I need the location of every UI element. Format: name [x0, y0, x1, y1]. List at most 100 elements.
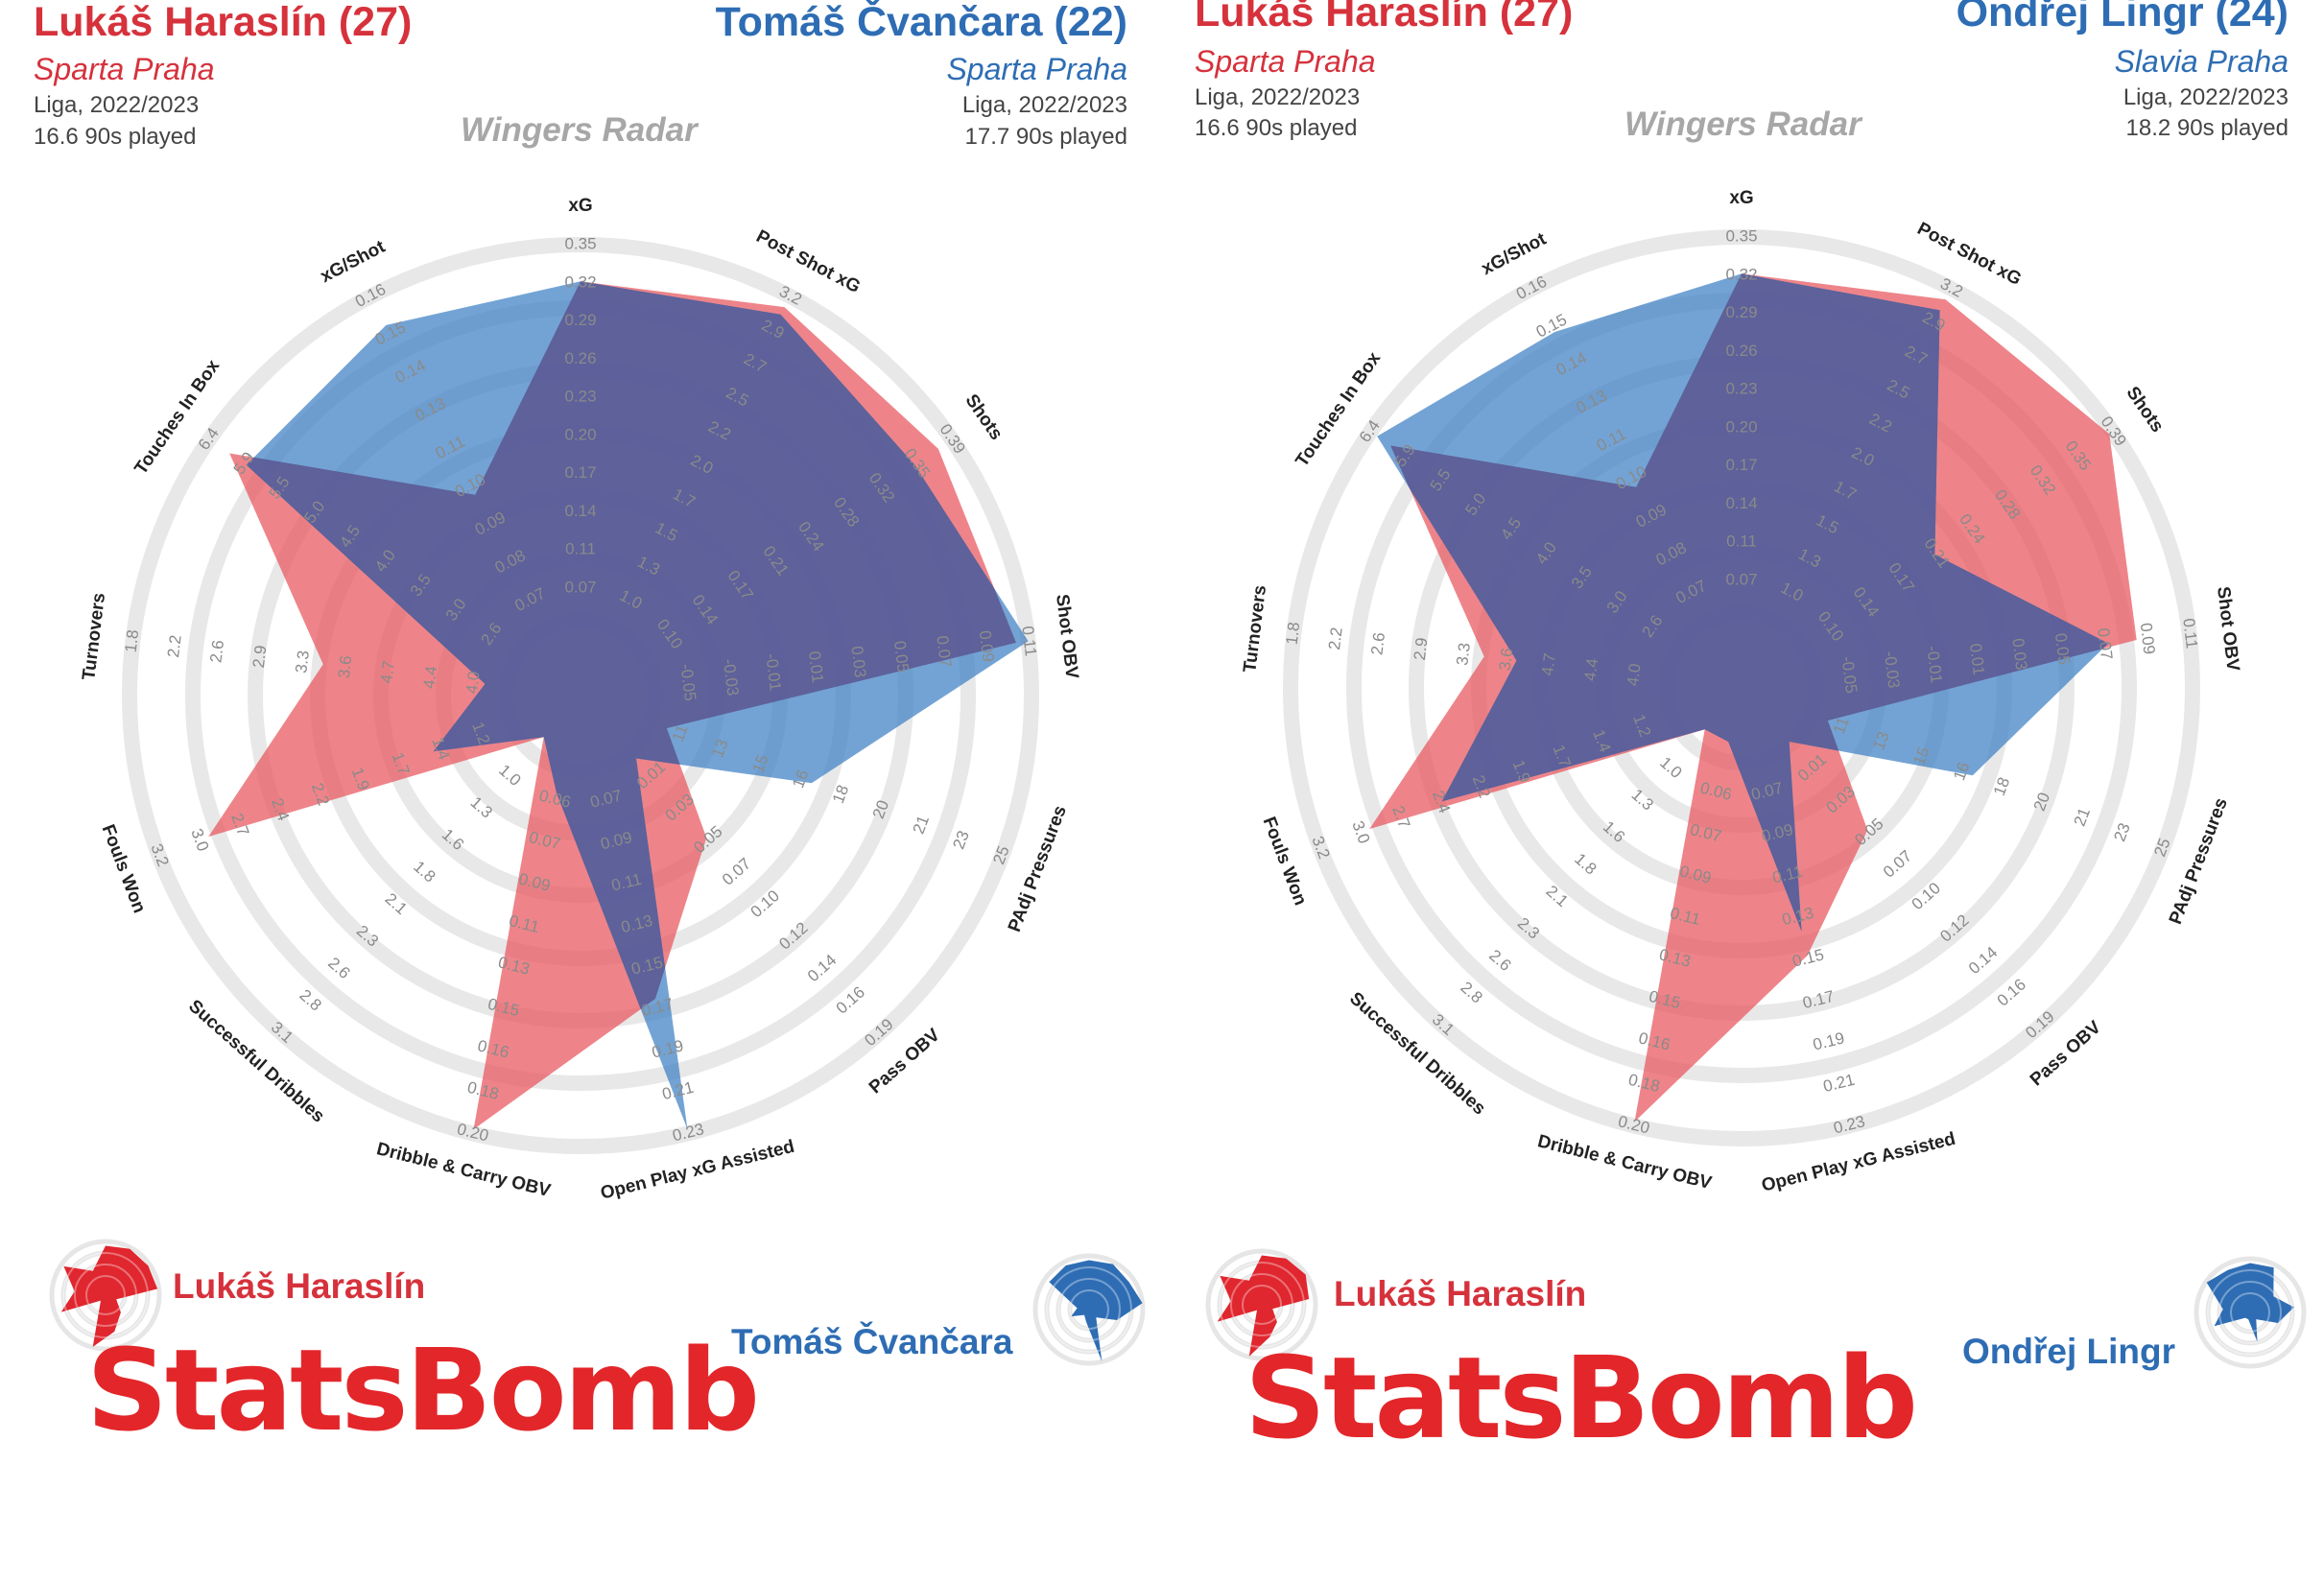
axis-tick-label: 2.6: [324, 954, 353, 982]
player2-name: Ondřej Lingr (24): [1956, 0, 2288, 35]
axis-label: Fouls Won: [1259, 815, 1311, 909]
axis-tick-label: 0.20: [455, 1120, 490, 1145]
axis-tick-label: 3.6: [335, 654, 356, 679]
axis-tick-label: 0.35: [1725, 226, 1757, 245]
axis-tick-label: 0.23: [564, 388, 596, 406]
axis-tick-label: 4.4: [420, 665, 441, 690]
axis-tick-label: 0.07: [1880, 846, 1915, 881]
axis-tick-label: 1.8: [410, 858, 439, 886]
axis-tick-label: 0.23: [1725, 380, 1757, 398]
axis-tick-label: 0.03: [2008, 637, 2030, 671]
axis-tick-label: 0.23: [671, 1120, 706, 1145]
axis-tick-label: 0.03: [847, 645, 869, 678]
player2-legend-name: Tomáš Čvančara: [731, 1322, 1013, 1361]
series-polygon-overlap: [246, 281, 1016, 1130]
axis-tick-label: 0.20: [1616, 1112, 1651, 1137]
player2-competition: Liga, 2022/2023: [2122, 84, 2288, 110]
radar-panel-2: Lukáš Haraslín (27) Sparta Praha Liga, 2…: [1175, 0, 2308, 1583]
player2-legend-name: Ondřej Lingr: [1962, 1332, 2175, 1371]
axis-tick-label: 0.17: [1725, 456, 1757, 474]
legend-grid-ring: [1069, 1289, 1109, 1330]
chart-title: Wingers Radar: [461, 111, 698, 149]
axis-tick-label: 0.09: [976, 629, 998, 663]
player2-radar-icon: [2194, 1256, 2307, 1369]
axis-tick-label: 0.09: [2137, 622, 2159, 655]
axis-tick-label: 4.7: [377, 660, 398, 685]
axis-tick-label: 1.8: [122, 628, 143, 653]
player1-radar-icon: [1205, 1248, 1318, 1361]
grid-ring: [122, 237, 1039, 1154]
axis-tick-label: 0.32: [564, 272, 596, 291]
radar-series: [1369, 273, 2137, 1122]
legend-grid-ring: [85, 1275, 126, 1315]
legend-grid-ring: [1230, 1273, 1293, 1336]
axis-tick-label: 0.05: [2051, 632, 2074, 666]
axis-label: Shot OBV: [1052, 593, 1082, 680]
axis-tick-label: 3.0: [1348, 818, 1373, 846]
axis-tick-label: 0.21: [1821, 1071, 1857, 1096]
axis-label: Shots: [2122, 383, 2167, 436]
player1-competition: Liga, 2022/2023: [34, 92, 200, 118]
axis-tick-label: 0.35: [564, 234, 596, 252]
legend-grid-ring: [74, 1264, 137, 1327]
axis-tick-label: 23: [949, 828, 972, 851]
axis-tick-label: -0.03: [1881, 650, 1904, 690]
axis-tick-label: 1.0: [495, 761, 524, 790]
player1-radar-icon: [49, 1239, 162, 1352]
player1-team: Sparta Praha: [1195, 44, 1376, 79]
axis-label: Touches In Box: [1292, 348, 1385, 471]
axis-tick-label: 21: [910, 813, 933, 836]
axis-tick-label: 4.4: [1581, 657, 1602, 682]
legend-grid-ring: [1046, 1266, 1132, 1353]
axis-tick-label: 4.0: [1624, 662, 1645, 687]
axis-tick-label: 23: [2110, 820, 2133, 843]
axis-label: Touches In Box: [130, 356, 224, 479]
statsbomb-logo: StatsBomb: [86, 1324, 760, 1456]
radar-chart: 0.07 0.11 0.14 0.17 0.20 0.23 0.26 0.29 0.32 0.35…: [79, 196, 1082, 1204]
legend-grid-ring: [2207, 1269, 2293, 1356]
axis-tick-label: 3.3: [292, 650, 313, 674]
axis-tick-label: 21: [2071, 805, 2094, 828]
statsbomb-logo: StatsBomb: [1245, 1332, 1918, 1464]
legend-grid-ring: [1205, 1248, 1318, 1361]
axis-label: Shots: [960, 390, 1006, 443]
player1-legend-name: Lukáš Haraslín: [173, 1266, 426, 1306]
axis-tick-label: 4.7: [1538, 652, 1559, 677]
axis-tick-label: 0.07: [719, 854, 754, 888]
radar-chart: 0.07 0.11 0.14 0.17 0.20 0.23 0.26 0.29 0.32 0.35…: [1240, 188, 2243, 1196]
axis-label: Turnovers: [1240, 584, 1270, 673]
axis-tick-label: 1.8: [1283, 621, 1304, 646]
axis-tick-label: 3.6: [1496, 647, 1517, 672]
radar-series: [208, 281, 1029, 1130]
legend-grid-ring: [49, 1239, 162, 1352]
axis-tick-label: 0.26: [564, 349, 596, 367]
axis-tick-label: 0.05: [890, 640, 913, 673]
axis-label: Turnovers: [79, 592, 109, 681]
axis-tick-label: 0.29: [564, 311, 596, 329]
axis-tick-label: 0.01: [805, 650, 827, 684]
axis-tick-label: 0.07: [1725, 570, 1757, 588]
axis-tick-label: 1.8: [1571, 850, 1600, 879]
axis-tick-label: 0.14: [564, 502, 596, 520]
legend-series-shape: [1049, 1260, 1143, 1361]
axis-tick-label: 0.20: [564, 425, 596, 443]
axis-tick-label: 0.07: [564, 578, 596, 596]
axis-tick-label: 0.19: [1811, 1028, 1846, 1053]
player1-name: Lukáš Haraslín (27): [1195, 0, 1574, 35]
player1-minutes: 16.6 90s played: [34, 124, 197, 150]
axis-tick-label: 0.11: [1726, 532, 1757, 551]
axis-label: Fouls Won: [98, 822, 150, 916]
legend-grid-ring: [1219, 1262, 1305, 1348]
axis-label: Shot OBV: [2213, 585, 2243, 673]
legend-grid-ring: [2194, 1256, 2307, 1369]
axis-tick-label: 3.0: [187, 826, 212, 854]
legend-grid-ring: [1057, 1278, 1121, 1341]
legend-series-shape: [1217, 1255, 1310, 1357]
legend-grid-ring: [2230, 1292, 2270, 1333]
axis-label: xG/Shot: [1479, 228, 1551, 279]
axis-tick-label: 0.07: [2094, 626, 2116, 660]
axis-tick-label: 1.0: [1656, 753, 1685, 782]
radar-panel-1: Lukáš Haraslín (27) Sparta Praha Liga, 2…: [14, 0, 1147, 1583]
axis-tick-label: 0.17: [564, 463, 596, 482]
legend-grid-ring: [1242, 1285, 1282, 1325]
